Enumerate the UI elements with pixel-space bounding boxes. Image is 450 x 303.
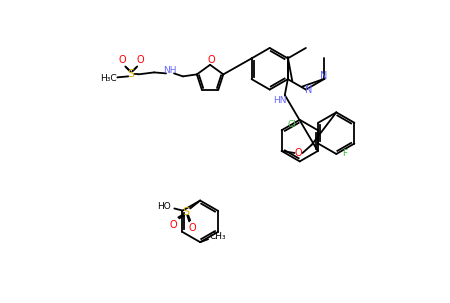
Text: S: S	[183, 208, 190, 218]
Text: F: F	[342, 149, 347, 158]
Text: O: O	[170, 220, 177, 230]
Text: HN: HN	[273, 96, 287, 105]
Text: S: S	[128, 69, 135, 79]
Text: O: O	[207, 55, 215, 65]
Text: O: O	[118, 55, 126, 65]
Text: NH: NH	[163, 66, 177, 75]
Text: H₃C: H₃C	[100, 74, 117, 83]
Text: HO: HO	[158, 202, 171, 211]
Text: O: O	[295, 148, 302, 158]
Text: Cl: Cl	[288, 120, 296, 129]
Text: O: O	[189, 223, 196, 233]
Text: N: N	[320, 71, 328, 81]
Text: N: N	[305, 85, 313, 95]
Text: O: O	[136, 55, 144, 65]
Text: CH₃: CH₃	[210, 232, 226, 241]
